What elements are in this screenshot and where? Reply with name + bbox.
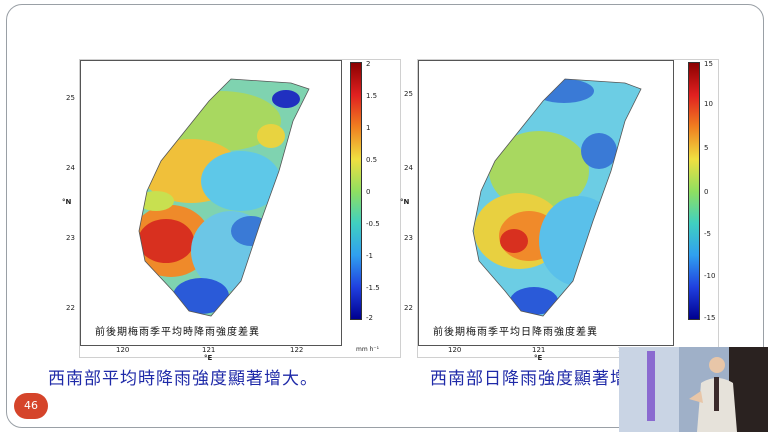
left-colorbar — [350, 62, 362, 320]
right-cb-tick: -10 — [704, 272, 716, 280]
left-cb-tick: 0.5 — [366, 156, 378, 164]
right-cb-tick: 15 — [704, 60, 713, 68]
right-cb-tick: 5 — [704, 144, 709, 152]
right-ytick: 22 — [404, 304, 413, 312]
left-taiwan-map — [138, 78, 310, 317]
left-cb-tick: 0 — [366, 188, 371, 196]
left-ytick: 24 — [66, 164, 75, 172]
left-xtick: 122 — [290, 346, 304, 354]
right-cb-tick: -5 — [704, 230, 711, 238]
right-taiwan-map — [472, 78, 642, 317]
left-xtick: 120 — [116, 346, 130, 354]
left-cb-tick: -0.5 — [366, 220, 380, 228]
right-colorbar — [688, 62, 700, 320]
right-ytick: 25 — [404, 90, 413, 98]
left-ytick: 23 — [66, 234, 75, 242]
left-ytick: 22 — [66, 304, 75, 312]
right-map-caption: 前後期梅雨季平均日降雨強度差異 — [433, 327, 598, 338]
left-map-frame: 前後期梅雨季平均時降雨強度差異 — [80, 60, 342, 346]
right-map-panel: 前後期梅雨季平均日降雨強度差異 25 24 23 22 °N 120 121 1… — [400, 60, 718, 362]
right-cb-tick: 0 — [704, 188, 709, 196]
right-y-unit: °N — [400, 198, 410, 206]
right-xtick: 121 — [532, 346, 546, 354]
left-cb-tick: -1.5 — [366, 284, 380, 292]
left-map-caption: 前後期梅雨季平均時降雨強度差異 — [95, 327, 260, 338]
left-colorbar-unit: mm h⁻¹ — [356, 346, 379, 353]
left-subtitle: 西南部平均時降雨強度顯著增大。 — [48, 369, 318, 389]
left-xtick: 121 — [202, 346, 216, 354]
left-cb-tick: 1 — [366, 124, 371, 132]
left-cb-tick: 2 — [366, 60, 371, 68]
left-cb-tick: -2 — [366, 314, 373, 322]
page-number-badge: 46 — [14, 393, 48, 419]
right-x-unit: °E — [534, 354, 543, 362]
right-cb-tick: 10 — [704, 100, 713, 108]
right-ytick: 23 — [404, 234, 413, 242]
left-cb-tick: 1.5 — [366, 92, 378, 100]
right-cb-tick: -15 — [704, 314, 716, 322]
left-cb-tick: -1 — [366, 252, 373, 260]
left-y-unit: °N — [62, 198, 72, 206]
right-ytick: 24 — [404, 164, 413, 172]
left-map-panel: 前後期梅雨季平均時降雨強度差異 25 24 23 22 °N 120 121 1… — [62, 60, 400, 362]
speaker-video-inset — [619, 347, 768, 432]
right-map-frame: 前後期梅雨季平均日降雨強度差異 — [418, 60, 674, 346]
left-ytick: 25 — [66, 94, 75, 102]
left-x-unit: °E — [204, 354, 213, 362]
speaker-video-frame — [619, 347, 768, 432]
right-subtitle: 西南部日降雨強度顯著增大。 — [430, 369, 664, 389]
right-xtick: 120 — [448, 346, 462, 354]
